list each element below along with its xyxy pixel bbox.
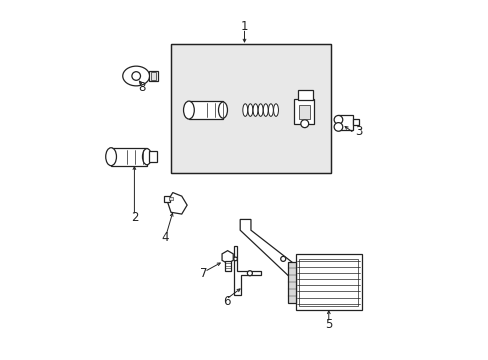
Bar xyxy=(298,105,310,119)
Bar xyxy=(298,90,312,100)
Text: 5: 5 xyxy=(325,318,332,331)
Ellipse shape xyxy=(258,104,263,116)
Ellipse shape xyxy=(273,104,278,116)
Circle shape xyxy=(247,271,252,276)
Circle shape xyxy=(333,116,342,124)
Circle shape xyxy=(280,256,285,261)
Text: 2: 2 xyxy=(130,211,138,224)
Bar xyxy=(163,196,170,202)
Ellipse shape xyxy=(253,104,258,116)
Bar xyxy=(338,116,352,130)
Text: 8: 8 xyxy=(138,81,145,94)
Text: 7: 7 xyxy=(199,267,206,280)
Circle shape xyxy=(132,72,140,80)
Bar xyxy=(148,151,156,162)
Bar xyxy=(224,261,230,271)
Bar xyxy=(352,119,359,126)
Ellipse shape xyxy=(268,104,273,116)
Text: 4: 4 xyxy=(161,231,168,244)
Bar xyxy=(188,101,223,119)
Circle shape xyxy=(233,257,237,261)
Bar xyxy=(148,71,158,81)
Text: 3: 3 xyxy=(355,125,362,138)
Ellipse shape xyxy=(105,148,116,166)
Polygon shape xyxy=(240,220,315,291)
Ellipse shape xyxy=(142,149,151,165)
Circle shape xyxy=(333,123,342,131)
Polygon shape xyxy=(167,193,187,214)
Bar xyxy=(287,262,295,303)
Ellipse shape xyxy=(122,66,149,86)
Polygon shape xyxy=(222,251,233,264)
Circle shape xyxy=(300,120,308,128)
Ellipse shape xyxy=(183,101,194,119)
Bar xyxy=(151,72,155,80)
Bar xyxy=(299,259,358,306)
Bar xyxy=(295,255,361,310)
Ellipse shape xyxy=(243,104,247,116)
Bar xyxy=(171,44,330,173)
Bar xyxy=(293,99,313,124)
Text: 6: 6 xyxy=(223,296,230,309)
Polygon shape xyxy=(233,246,260,295)
Ellipse shape xyxy=(263,104,267,116)
Text: 1: 1 xyxy=(240,20,248,33)
Bar xyxy=(171,44,330,173)
Bar xyxy=(111,148,147,166)
Ellipse shape xyxy=(218,102,227,118)
Bar xyxy=(169,197,172,201)
Ellipse shape xyxy=(247,104,252,116)
